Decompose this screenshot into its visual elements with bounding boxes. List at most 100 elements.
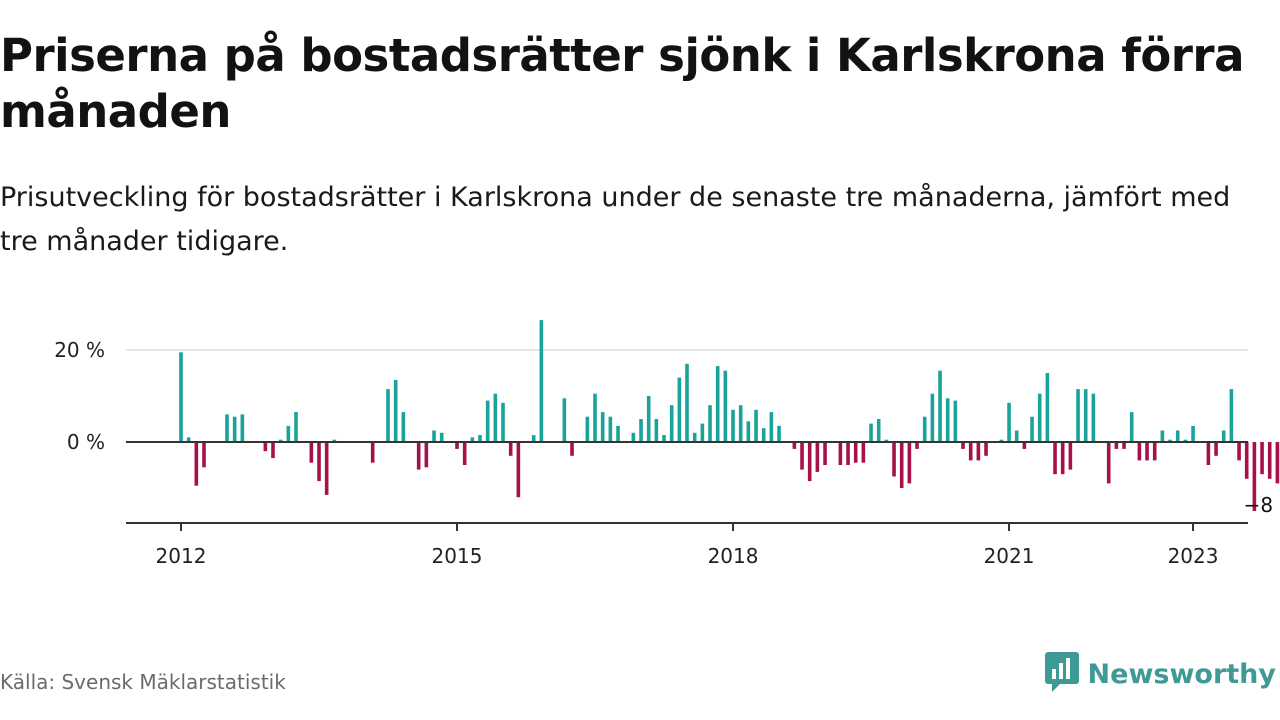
bar — [485, 400, 490, 442]
bar — [424, 442, 429, 468]
bar — [179, 352, 183, 442]
bar — [792, 442, 797, 449]
bar — [516, 442, 521, 498]
bar-chart: 0 % 20 % 2012 2015 2018 2021 2023 −8 % — [54, 320, 1280, 568]
bar — [692, 432, 697, 442]
bar — [892, 442, 896, 477]
bar — [1114, 442, 1119, 449]
bar — [1168, 439, 1172, 442]
bar — [1037, 393, 1042, 442]
y-tick-label: 0 % — [67, 430, 105, 454]
x-tick-label: 2018 — [708, 544, 759, 568]
x-tick-label: 2012 — [156, 544, 207, 568]
bar — [968, 442, 973, 461]
bar — [286, 425, 291, 442]
bar — [869, 423, 873, 442]
bar — [1007, 402, 1011, 442]
bar — [746, 421, 751, 442]
bar — [332, 439, 337, 442]
bar — [669, 405, 674, 442]
bar — [884, 439, 889, 442]
bar — [1076, 389, 1080, 442]
bar — [1191, 425, 1195, 442]
bar — [1160, 430, 1165, 442]
bar — [876, 419, 881, 442]
bar — [807, 442, 812, 482]
bar — [922, 416, 927, 442]
bar — [853, 442, 858, 463]
bar — [1183, 439, 1188, 442]
bar — [1122, 442, 1126, 449]
bar — [1252, 442, 1257, 511]
bar — [317, 442, 321, 482]
bar — [999, 439, 1004, 442]
brand-name: Newsworthy — [1087, 658, 1276, 690]
bar — [976, 442, 981, 461]
bar — [585, 416, 590, 442]
bar — [1106, 442, 1111, 484]
bar — [370, 442, 375, 463]
bar — [1214, 442, 1218, 456]
annotations: −8 % — [1244, 493, 1280, 517]
bar — [1053, 442, 1057, 475]
bar — [393, 379, 398, 442]
bar — [631, 432, 636, 442]
bar — [1129, 412, 1134, 442]
bar — [194, 442, 199, 486]
bar — [639, 419, 643, 442]
bar — [715, 366, 720, 442]
bars — [179, 320, 1280, 511]
bar — [271, 442, 275, 459]
bar — [907, 442, 912, 484]
bar — [1260, 442, 1264, 475]
bar — [1206, 442, 1211, 465]
bar — [1175, 430, 1180, 442]
bar — [539, 320, 544, 442]
bar — [953, 400, 958, 442]
y-tick-label: 20 % — [54, 338, 105, 362]
bar — [278, 439, 283, 442]
bar — [700, 423, 705, 442]
bar — [294, 412, 298, 442]
bar — [1030, 416, 1034, 442]
bar — [769, 412, 774, 442]
bar — [846, 442, 850, 465]
bar — [455, 442, 459, 449]
latest-value-label: −8 % — [1244, 493, 1280, 517]
bar — [562, 398, 567, 442]
bar — [677, 377, 682, 442]
bar — [240, 414, 245, 442]
bar — [1275, 442, 1280, 484]
bar — [462, 442, 467, 465]
x-tick-label: 2015 — [432, 544, 483, 568]
bar — [1091, 393, 1096, 442]
bar — [938, 370, 942, 442]
bar — [439, 432, 444, 442]
bar — [501, 402, 505, 442]
bar — [654, 419, 659, 442]
bar — [531, 435, 536, 442]
bar — [1137, 442, 1142, 461]
bar — [432, 430, 436, 442]
bar — [1083, 389, 1088, 442]
bar — [1237, 442, 1241, 461]
bar — [225, 414, 229, 442]
bar — [899, 442, 904, 488]
bar — [685, 363, 689, 442]
bar — [1022, 442, 1027, 449]
bar — [616, 425, 620, 442]
bar — [570, 442, 574, 456]
bar — [470, 437, 475, 442]
bar — [708, 405, 712, 442]
bar — [838, 442, 843, 465]
source-text: Källa: Svensk Mäklarstatistik — [0, 670, 286, 694]
tick-labels: 0 % 20 % 2012 2015 2018 2021 2023 — [54, 338, 1218, 568]
bar — [761, 428, 766, 442]
bar — [263, 442, 268, 452]
bar — [915, 442, 919, 449]
bar — [945, 398, 950, 442]
bar — [961, 442, 965, 449]
bar — [754, 409, 758, 442]
brand-logo[interactable]: Newsworthy — [1044, 652, 1276, 696]
bar — [593, 393, 597, 442]
